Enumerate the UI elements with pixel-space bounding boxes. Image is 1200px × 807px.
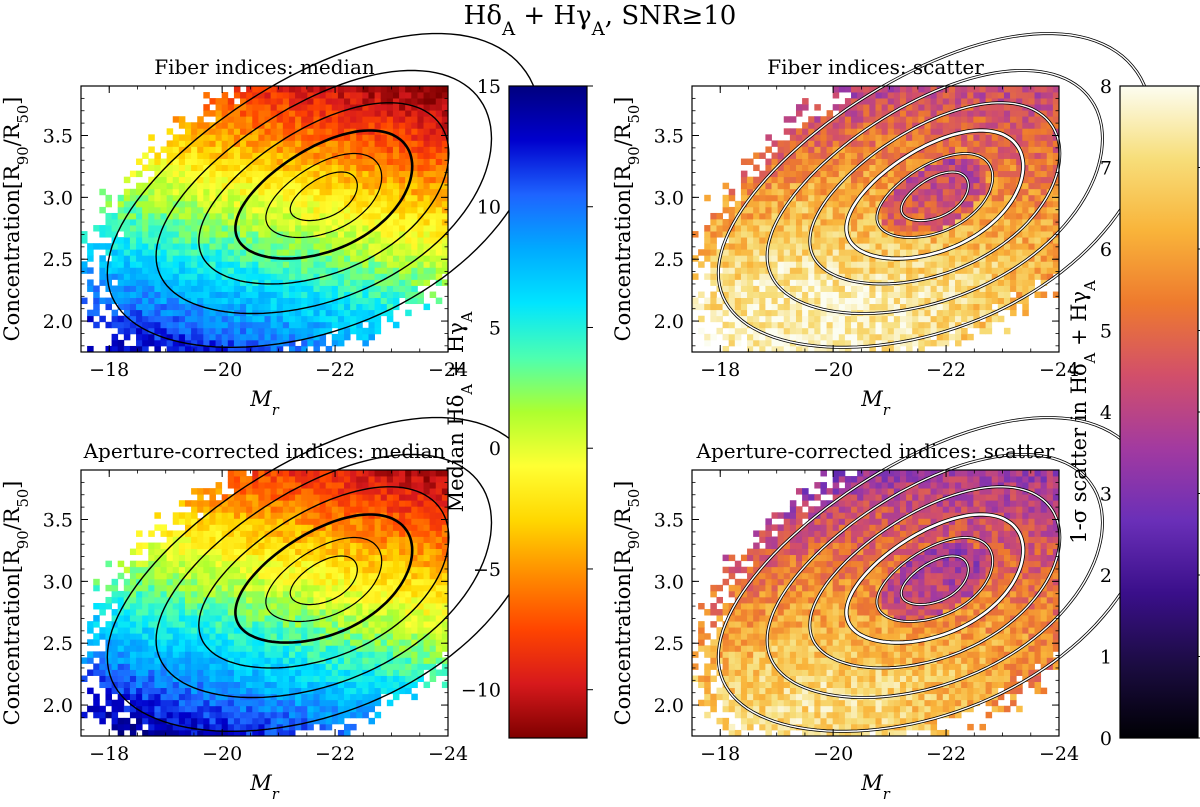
colorbars: −10 −5 0 5 10 15 Median HδA + HγA 0 1 2 3 4 5 6 7 8 1-σ … [444,76,1200,750]
colorbar-gradient [1119,85,1199,739]
x-axis-label: Mr [249,771,280,803]
x-axis-label: Mr [860,387,891,419]
density-contours [106,32,542,348]
colorbar-tick-label: 1 [1100,647,1112,669]
x-tick-label: −22 [926,359,966,381]
ticks: −18 −20 −22 −24 2.0 2.5 3.0 3.5 [654,470,1079,765]
panel-title: Aperture-corrected indices: scatter [696,439,1055,463]
x-tick-label: −22 [926,743,966,765]
panel-fiber-scatter: −18 −20 −22 −24 2.0 2.5 3.0 3.5 Fiber indices: s… [611,32,1153,419]
x-tick-label: −18 [89,359,129,381]
x-tick-label: −24 [1039,359,1079,381]
y-tick-label: 2.0 [654,695,684,717]
x-tick-label: −22 [315,743,355,765]
panel-title: Fiber indices: median [154,55,375,79]
colorbar-tick-label: 0 [1100,728,1112,750]
y-tick-label: 2.0 [654,311,684,333]
x-tick-label: −22 [315,359,355,381]
panel-fiber-median: −18 −20 −22 −24 2.0 2.5 3.0 3.5 Fiber indices: m… [0,32,542,419]
y-tick-label: 2.0 [43,311,73,333]
colorbar-tick-label: 6 [1100,239,1112,261]
panels: −18 −20 −22 −24 2.0 2.5 3.0 3.5 Fiber indices: m… [0,32,1153,803]
x-tick-label: −20 [813,359,853,381]
x-tick-label: −20 [202,359,242,381]
x-tick-label: −18 [89,743,129,765]
colorbar-tick-label: −5 [473,559,501,581]
y-tick-label: 3.5 [43,509,73,531]
panel-aperture-scatter: −18 −20 −22 −24 2.0 2.5 3.0 3.5 Aperture-correct… [611,416,1153,803]
x-tick-label: −24 [428,743,468,765]
colorbar-tick-label: 7 [1100,158,1112,180]
heatmap-cells [692,470,1060,737]
colorbar-tick-label: 4 [1100,402,1112,424]
y-tick-label: 3.0 [654,571,684,593]
colorbar-label: 1-σ scatter in HδA + HγA [1067,280,1099,544]
y-tick-label: 2.5 [43,249,73,271]
colorbar-tick-label: 10 [477,197,501,219]
y-tick-label: 2.5 [654,633,684,655]
y-tick-label: 2.5 [654,249,684,271]
colorbar-tick-label: 3 [1100,484,1112,506]
y-tick-label: 2.0 [43,695,73,717]
axes-frame [80,469,449,737]
y-axis-label: Concentration[R90/R50] [0,481,32,726]
colorbar-scatter: 0 1 2 3 4 5 6 7 8 1-σ scatter in HδA + HγA [1067,76,1200,750]
x-tick-label: −24 [1039,743,1079,765]
y-axis-label: Concentration[R90/R50] [0,97,32,342]
x-tick-label: −18 [700,359,740,381]
x-axis-label: Mr [249,387,280,419]
x-tick-label: −18 [700,743,740,765]
ticks: −18 −20 −22 −24 2.0 2.5 3.0 3.5 [43,86,468,381]
colorbar-tick-label: −10 [461,680,501,702]
density-contours [716,32,1153,349]
panel-aperture-median: −18 −20 −22 −24 2.0 2.5 3.0 3.5 Aperture-correct… [0,416,542,803]
colorbar-tick-label: 2 [1100,565,1112,587]
axes-frame [691,85,1060,353]
colorbar-tick-label: 15 [477,76,501,98]
axes-frame [691,469,1060,737]
colorbar-tick-label: 0 [489,438,501,460]
panel-title: Fiber indices: scatter [767,55,984,79]
y-tick-label: 3.5 [43,125,73,147]
x-axis-label: Mr [860,771,891,803]
x-tick-label: −20 [813,743,853,765]
y-tick-label: 3.5 [654,509,684,531]
panel-title: Aperture-corrected indices: median [83,439,446,463]
colorbar-tick-label: 5 [489,317,501,339]
axes-frame [80,85,449,353]
figure-title: HδA + HγA, SNR≥10 [464,1,737,40]
y-tick-label: 3.0 [654,187,684,209]
y-tick-label: 3.5 [654,125,684,147]
y-axis-label: Concentration[R90/R50] [611,481,643,726]
ticks: −18 −20 −22 −24 2.0 2.5 3.0 3.5 [43,470,468,765]
colorbar-tick-label: 8 [1100,76,1112,98]
y-tick-label: 3.0 [43,187,73,209]
y-tick-label: 3.0 [43,571,73,593]
ticks: −18 −20 −22 −24 2.0 2.5 3.0 3.5 [654,86,1079,381]
colorbar-gradient [508,85,588,739]
y-tick-label: 2.5 [43,633,73,655]
y-axis-label: Concentration[R90/R50] [611,97,643,342]
x-tick-label: −20 [202,743,242,765]
heatmap-cells [692,86,1060,353]
x-tick-label: −24 [428,359,468,381]
colorbar-median: −10 −5 0 5 10 15 Median HδA + HγA [444,76,593,739]
colorbar-tick-label: 5 [1100,321,1112,343]
colorbar-label: Median HδA + HγA [444,311,476,512]
